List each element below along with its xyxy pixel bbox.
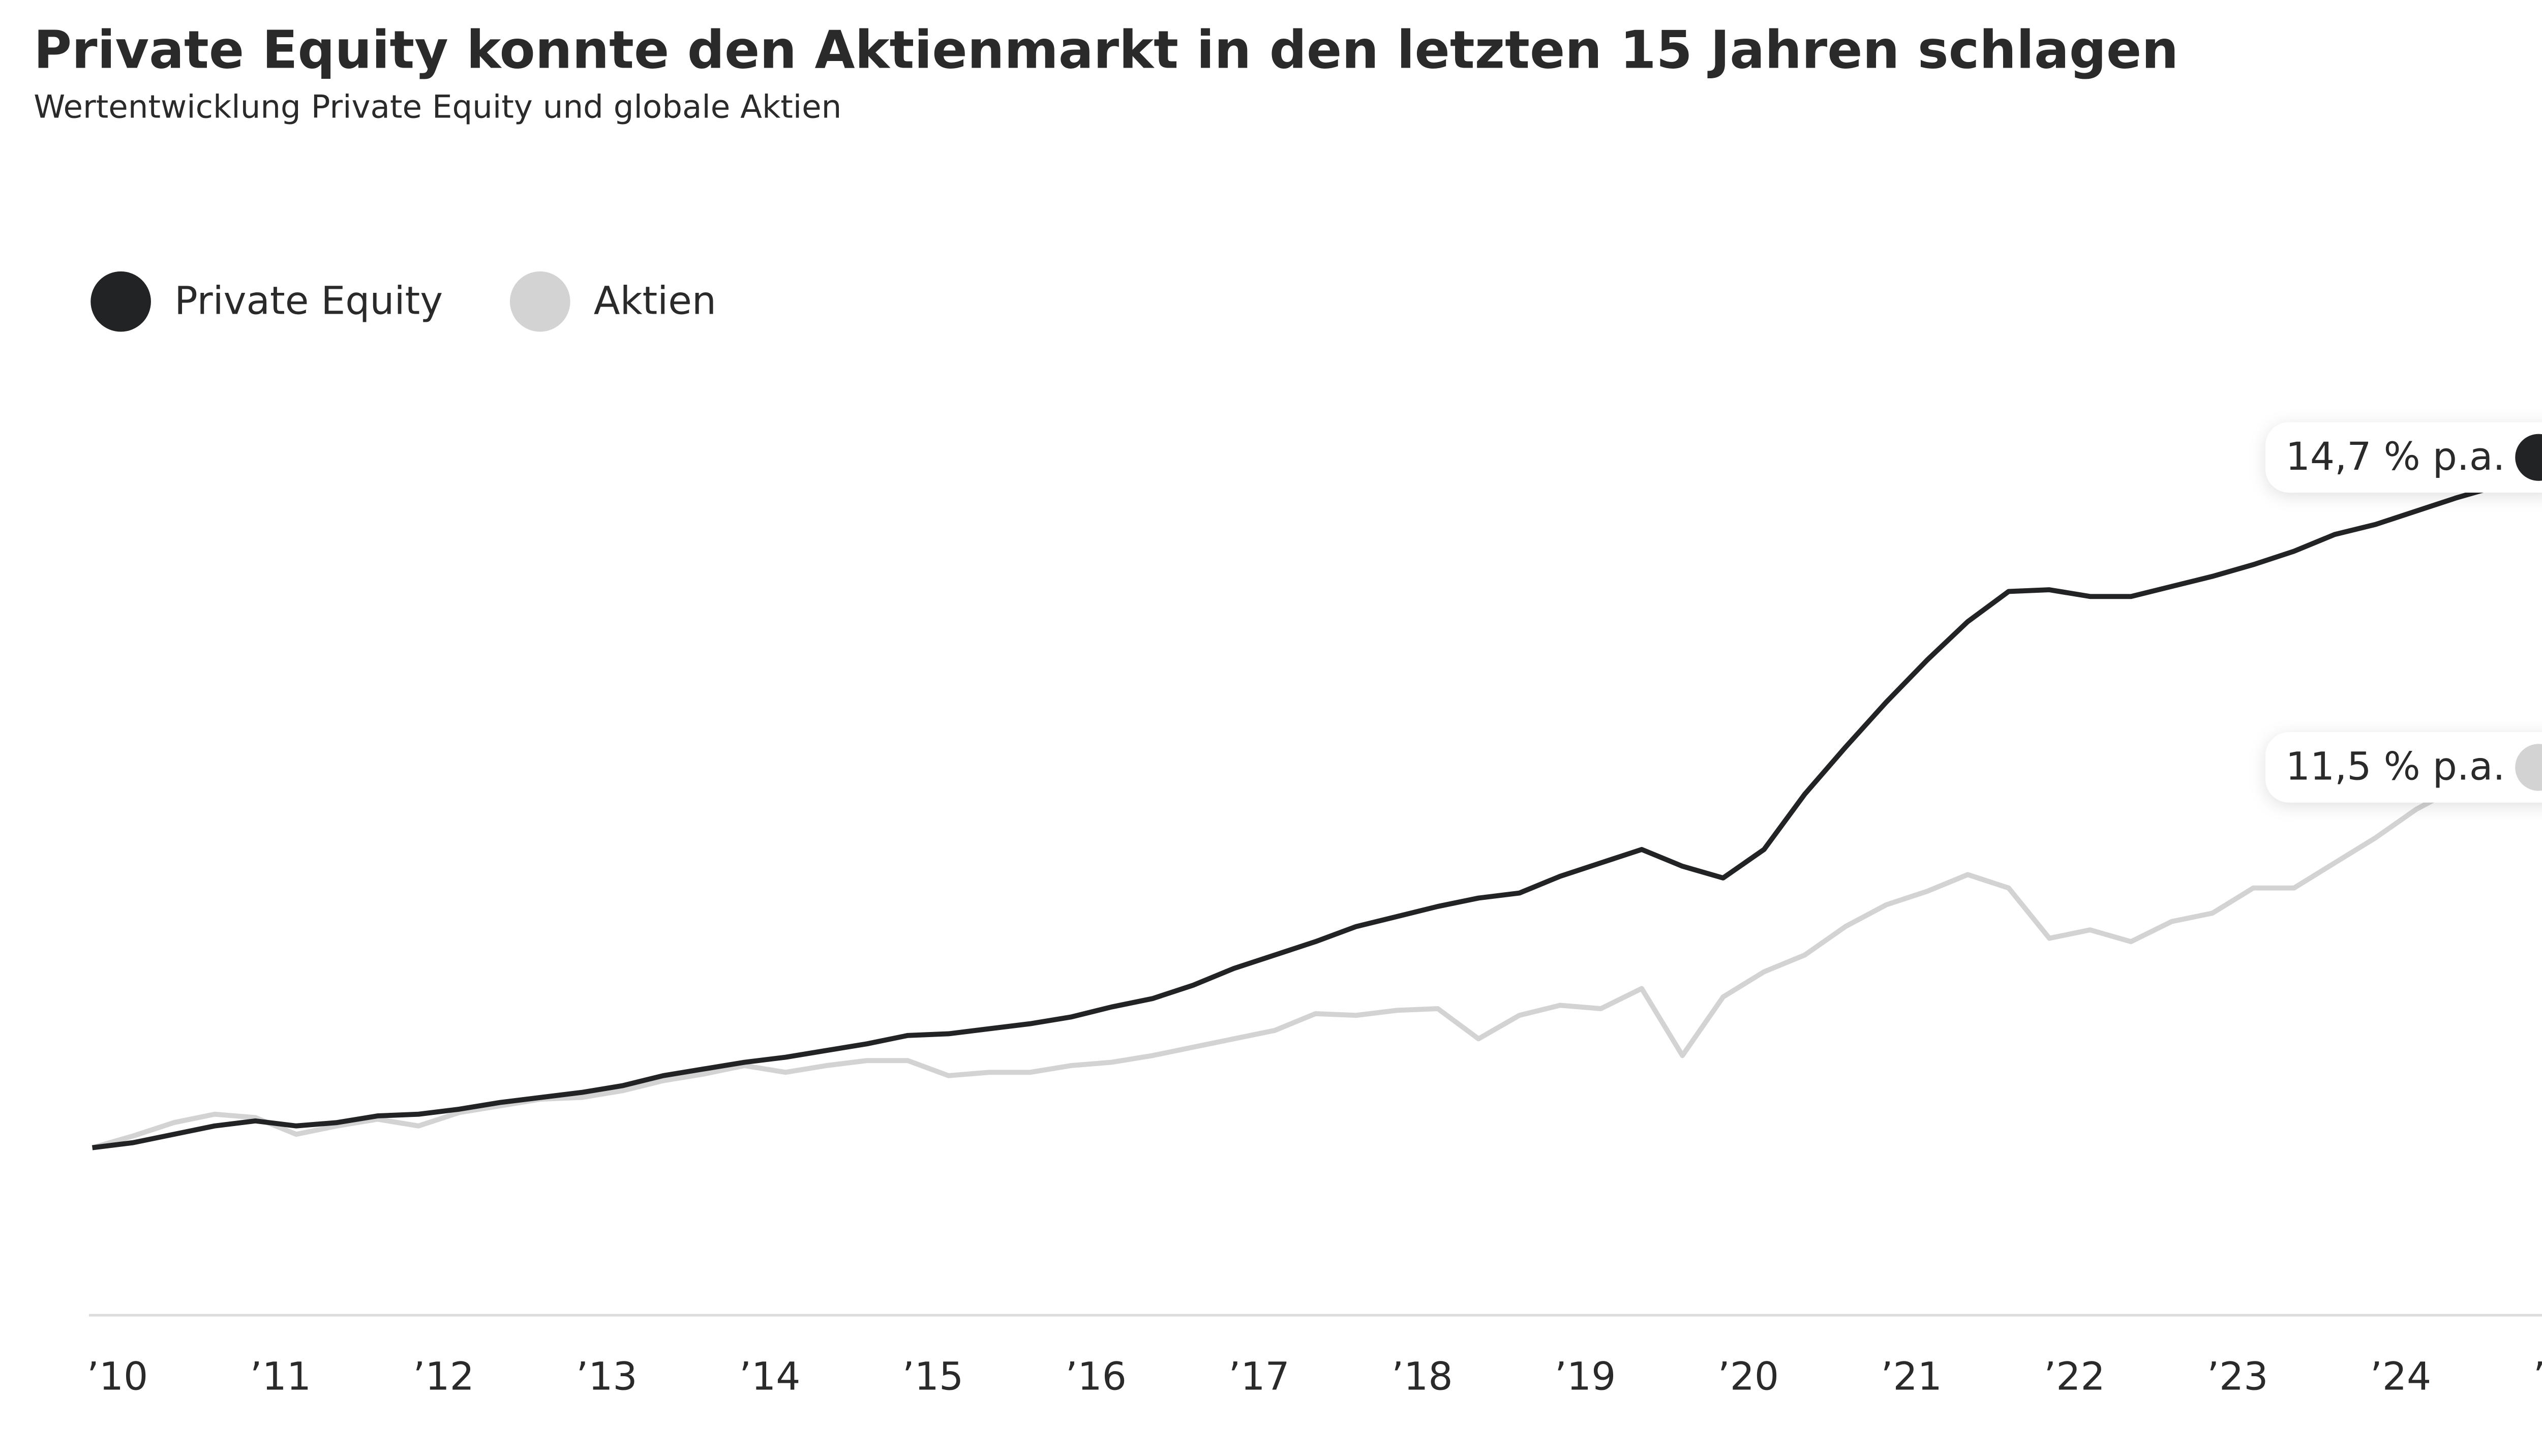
chart-subtitle: Wertentwicklung Private Equity und globa… [34, 88, 841, 125]
x-tick-label: ’19 [1555, 1354, 1616, 1399]
x-tick-label: ’18 [1391, 1354, 1453, 1399]
legend-swatch [509, 271, 570, 332]
x-tick-label: ’10 [87, 1354, 148, 1399]
x-tick-label: ’11 [250, 1354, 312, 1399]
line [92, 475, 2539, 1150]
x-tick-label: ’20 [1718, 1354, 1779, 1399]
x-tick-label: ’17 [1228, 1354, 1290, 1399]
x-tick-label: ’16 [1065, 1354, 1127, 1399]
end-label: 14,7 % p.a. [2265, 422, 2542, 493]
end-label: 11,5 % p.a. [2265, 732, 2542, 803]
x-tick-label: ’15 [902, 1354, 964, 1399]
x-tick-label: ’21 [1881, 1354, 1942, 1399]
end-label-text: 14,7 % p.a. [2286, 434, 2505, 479]
chart-title: Private Equity konnte den Aktienmarkt in… [34, 20, 2178, 80]
x-tick-label: ’14 [739, 1354, 801, 1399]
end-label-text: 11,5 % p.a. [2286, 744, 2505, 789]
x-tick-label: ’24 [2370, 1354, 2432, 1399]
end-label-box [2265, 732, 2542, 803]
legend-label: Aktien [594, 279, 716, 323]
legend-label: Private Equity [174, 279, 443, 323]
line [92, 781, 2539, 1150]
x-tick-label: ’22 [2044, 1354, 2105, 1399]
end-label-box [2265, 422, 2542, 493]
legend-swatch [90, 271, 151, 332]
x-tick-label: ’23 [2207, 1354, 2268, 1399]
x-tick-label: ’12 [413, 1354, 474, 1399]
end-point [2515, 744, 2542, 791]
x-tick-label: ’13 [576, 1354, 638, 1399]
x-tick-label: ’25 [2533, 1354, 2542, 1399]
end-point [2515, 434, 2542, 481]
